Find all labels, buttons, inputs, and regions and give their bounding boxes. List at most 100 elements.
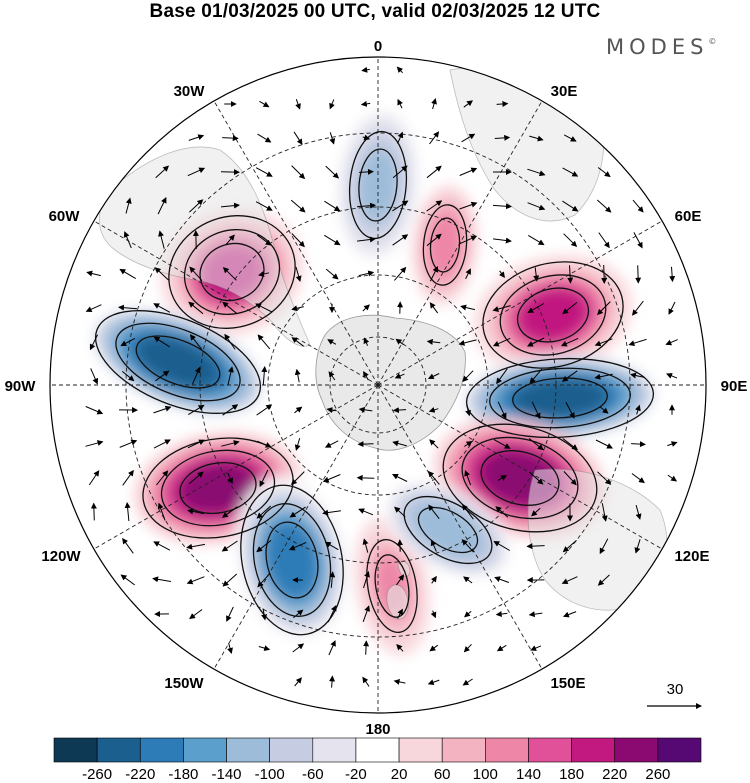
wind-arrow (396, 574, 405, 586)
wind-arrow (492, 337, 511, 347)
wind-arrow (359, 168, 374, 175)
wind-arrow (291, 233, 305, 248)
wind-arrow (256, 234, 272, 246)
wind-arrow (597, 471, 612, 485)
wind-arrow (329, 132, 336, 145)
colorbar-tick-label: 100 (473, 766, 498, 783)
wind-arrow (222, 301, 238, 315)
wind-arrow (153, 439, 171, 449)
wind-arrow (187, 439, 206, 449)
wind-arrow (633, 232, 643, 249)
lon-label-0: 0 (374, 38, 382, 55)
wind-arrow (188, 404, 205, 416)
colorbar-swatch (355, 737, 400, 763)
meridian-line (93, 220, 379, 386)
colorbar-tick-label: -140 (211, 766, 241, 783)
wind-arrow (123, 231, 132, 249)
positive-anomaly-30e-band (430, 217, 460, 273)
wind-arrow (560, 337, 579, 347)
wind-arrow (528, 611, 543, 618)
lon-label-150e: 150E (550, 675, 585, 692)
wind-arrow (153, 541, 171, 551)
wind-arrow (563, 471, 577, 486)
wind-arrow (327, 604, 337, 623)
wind-arrow (599, 406, 609, 414)
wind-arrow (428, 406, 439, 413)
wind-arrow (397, 98, 403, 109)
wind-arrow (631, 473, 645, 484)
colorbar-swatch (96, 737, 141, 763)
wind-arrow (429, 131, 440, 145)
wind-arrow (667, 474, 678, 482)
wind-arrow (492, 305, 511, 312)
wind-arrow (465, 268, 471, 280)
wind-arrow (322, 474, 341, 483)
wind-arrow (462, 503, 474, 520)
contour-line (512, 377, 608, 419)
wind-arrow (255, 201, 273, 211)
wind-arrow (631, 300, 644, 316)
contour-line (358, 148, 398, 222)
wind-arrow (495, 611, 508, 618)
wind-arrow (290, 471, 305, 486)
wind-arrow (85, 406, 104, 415)
wind-arrow (630, 372, 646, 379)
wind-arrow (295, 99, 301, 110)
wind-arrow (427, 470, 440, 485)
negative-anomaly-0-band (358, 148, 398, 222)
wind-arrow (426, 233, 442, 247)
wind-arrow (565, 401, 575, 419)
wind-arrow (427, 373, 440, 380)
lon-label-30e: 30E (551, 83, 578, 100)
wind-arrow (635, 265, 642, 284)
wind-arrow (329, 99, 335, 110)
wind-arrow (225, 234, 235, 246)
wind-arrow (392, 234, 409, 246)
wind-arrow (665, 339, 678, 346)
wind-arrow (496, 644, 507, 652)
colorbar-tick-label: 60 (434, 766, 451, 783)
contour-line (442, 423, 598, 533)
wind-arrow (119, 268, 137, 280)
wind-arrow (497, 401, 507, 420)
wind-arrow (90, 502, 97, 521)
wind-arrow (293, 609, 304, 619)
wind-arrow (494, 576, 510, 583)
wind-arrow (493, 541, 511, 551)
contour-line (480, 450, 560, 506)
brand-name: MODES (606, 35, 709, 59)
wind-arrow (599, 538, 609, 555)
wind-arrow (459, 235, 478, 245)
contour-line (417, 506, 479, 554)
wind-arrow (494, 134, 511, 141)
wind-arrow (463, 643, 472, 653)
wind-arrow (86, 270, 101, 277)
wind-arrow (124, 502, 131, 522)
colorbar-swatch (312, 737, 357, 763)
wind-arrow (227, 366, 234, 385)
wind-arrow (567, 265, 574, 284)
wind-arrow (634, 539, 641, 554)
wind-arrow (527, 168, 546, 177)
wind-arrow (632, 199, 644, 213)
wind-arrow (325, 268, 339, 280)
wind-arrow (291, 165, 306, 180)
wind-arrow (562, 167, 579, 177)
wind-arrow (291, 305, 304, 312)
wind-arrow (226, 606, 234, 622)
wind-arrow (462, 370, 474, 383)
wind-reference-value: 30 (667, 681, 684, 698)
wind-arrow (430, 539, 437, 552)
contour-line (199, 242, 265, 302)
wind-arrow (628, 338, 647, 347)
wind-arrow (635, 404, 641, 415)
wind-arrow (158, 230, 165, 249)
colorbar-tick-label: 140 (516, 766, 541, 783)
wind-arrow (464, 469, 472, 486)
wind-arrow (261, 608, 268, 621)
wind-arrow (122, 537, 134, 554)
colorbar-swatch (53, 737, 98, 763)
wind-arrow (463, 576, 473, 584)
wind-arrow (465, 404, 472, 417)
wind-arrow (461, 539, 474, 553)
